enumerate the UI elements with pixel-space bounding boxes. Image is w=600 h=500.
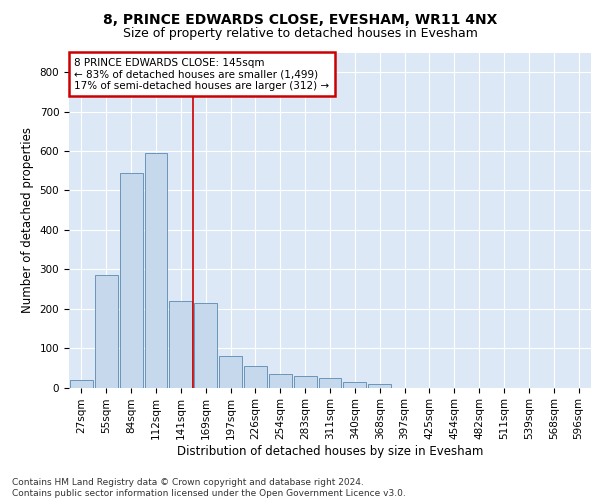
Bar [219, 356, 242, 388]
Text: 8, PRINCE EDWARDS CLOSE, EVESHAM, WR11 4NX: 8, PRINCE EDWARDS CLOSE, EVESHAM, WR11 4… [103, 12, 497, 26]
X-axis label: Distribution of detached houses by size in Evesham: Distribution of detached houses by size … [177, 445, 483, 458]
Text: Size of property relative to detached houses in Evesham: Size of property relative to detached ho… [122, 28, 478, 40]
Bar [70, 380, 93, 388]
Bar [294, 376, 317, 388]
Bar [120, 172, 143, 388]
Bar [169, 301, 192, 388]
Bar [368, 384, 391, 388]
Text: 8 PRINCE EDWARDS CLOSE: 145sqm
← 83% of detached houses are smaller (1,499)
17% : 8 PRINCE EDWARDS CLOSE: 145sqm ← 83% of … [74, 58, 329, 90]
Bar [319, 378, 341, 388]
Bar [95, 275, 118, 388]
Y-axis label: Number of detached properties: Number of detached properties [21, 127, 34, 313]
Bar [269, 374, 292, 388]
Bar [244, 366, 267, 388]
Bar [145, 153, 167, 388]
Bar [343, 382, 366, 388]
Text: Contains HM Land Registry data © Crown copyright and database right 2024.
Contai: Contains HM Land Registry data © Crown c… [12, 478, 406, 498]
Bar [194, 303, 217, 388]
